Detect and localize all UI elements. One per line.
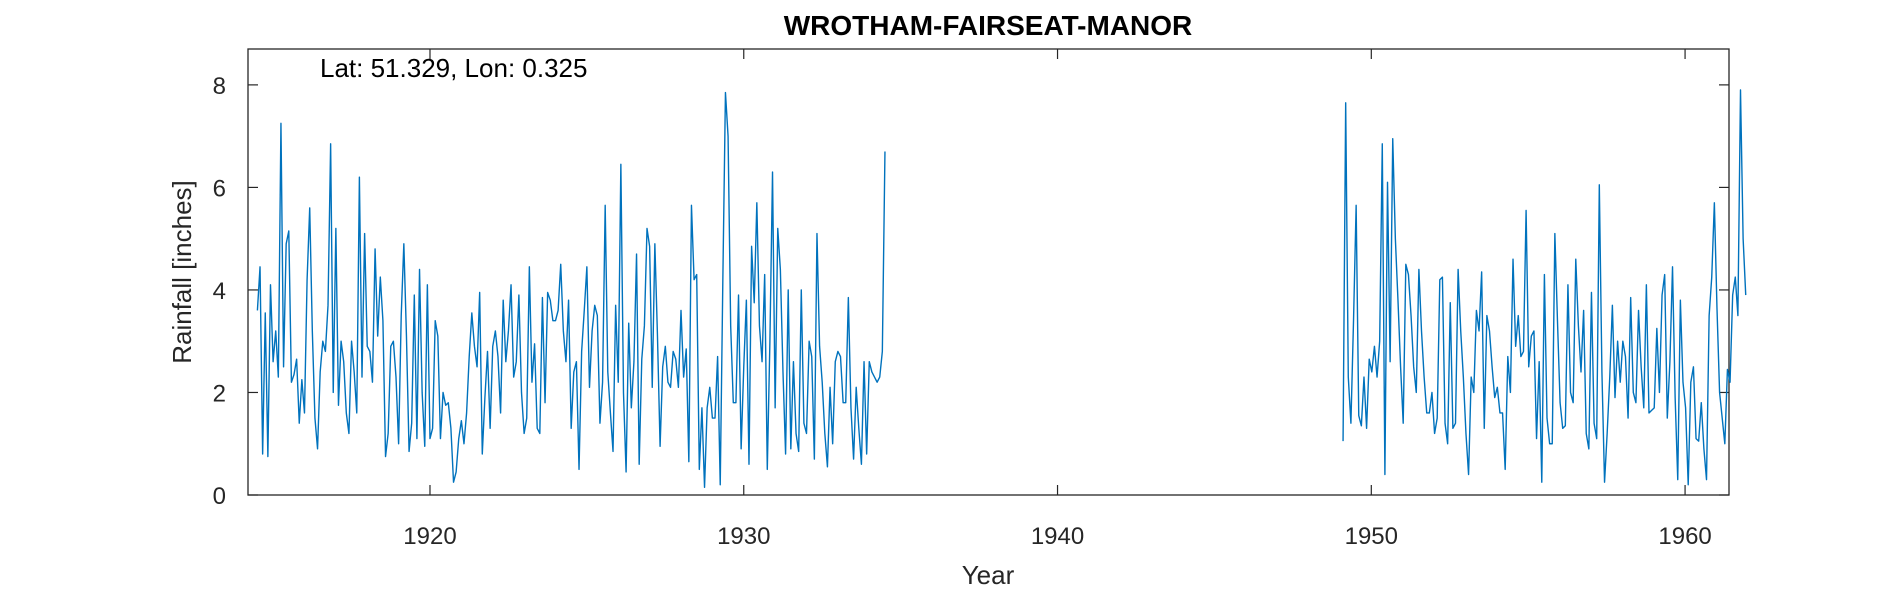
x-tick-label: 1930 — [717, 523, 770, 550]
y-tick-label: 6 — [213, 175, 226, 202]
x-tick-label: 1960 — [1658, 523, 1711, 550]
axis-ticks: 1920 1930 1940 1950 1960 0 2 4 6 8 — [213, 49, 1729, 550]
y-tick-label: 4 — [213, 278, 226, 305]
x-axis-label: Year — [962, 560, 1015, 590]
series-line — [256, 91, 886, 489]
y-axis-label: Rainfall [inches] — [167, 180, 197, 364]
y-tick-label: 2 — [213, 380, 226, 407]
y-tick-label: 8 — [213, 73, 226, 100]
coordinates-annotation: Lat: 51.329, Lon: 0.325 — [320, 53, 587, 83]
x-tick-label: 1920 — [403, 523, 456, 550]
x-tick-label: 1940 — [1031, 523, 1084, 550]
series-line — [1342, 89, 1747, 486]
y-tick-label: 0 — [213, 483, 226, 510]
data-series — [256, 89, 1747, 489]
plot-area — [247, 48, 1730, 496]
chart-title: WROTHAM-FAIRSEAT-MANOR — [784, 10, 1193, 41]
x-tick-label: 1950 — [1345, 523, 1398, 550]
